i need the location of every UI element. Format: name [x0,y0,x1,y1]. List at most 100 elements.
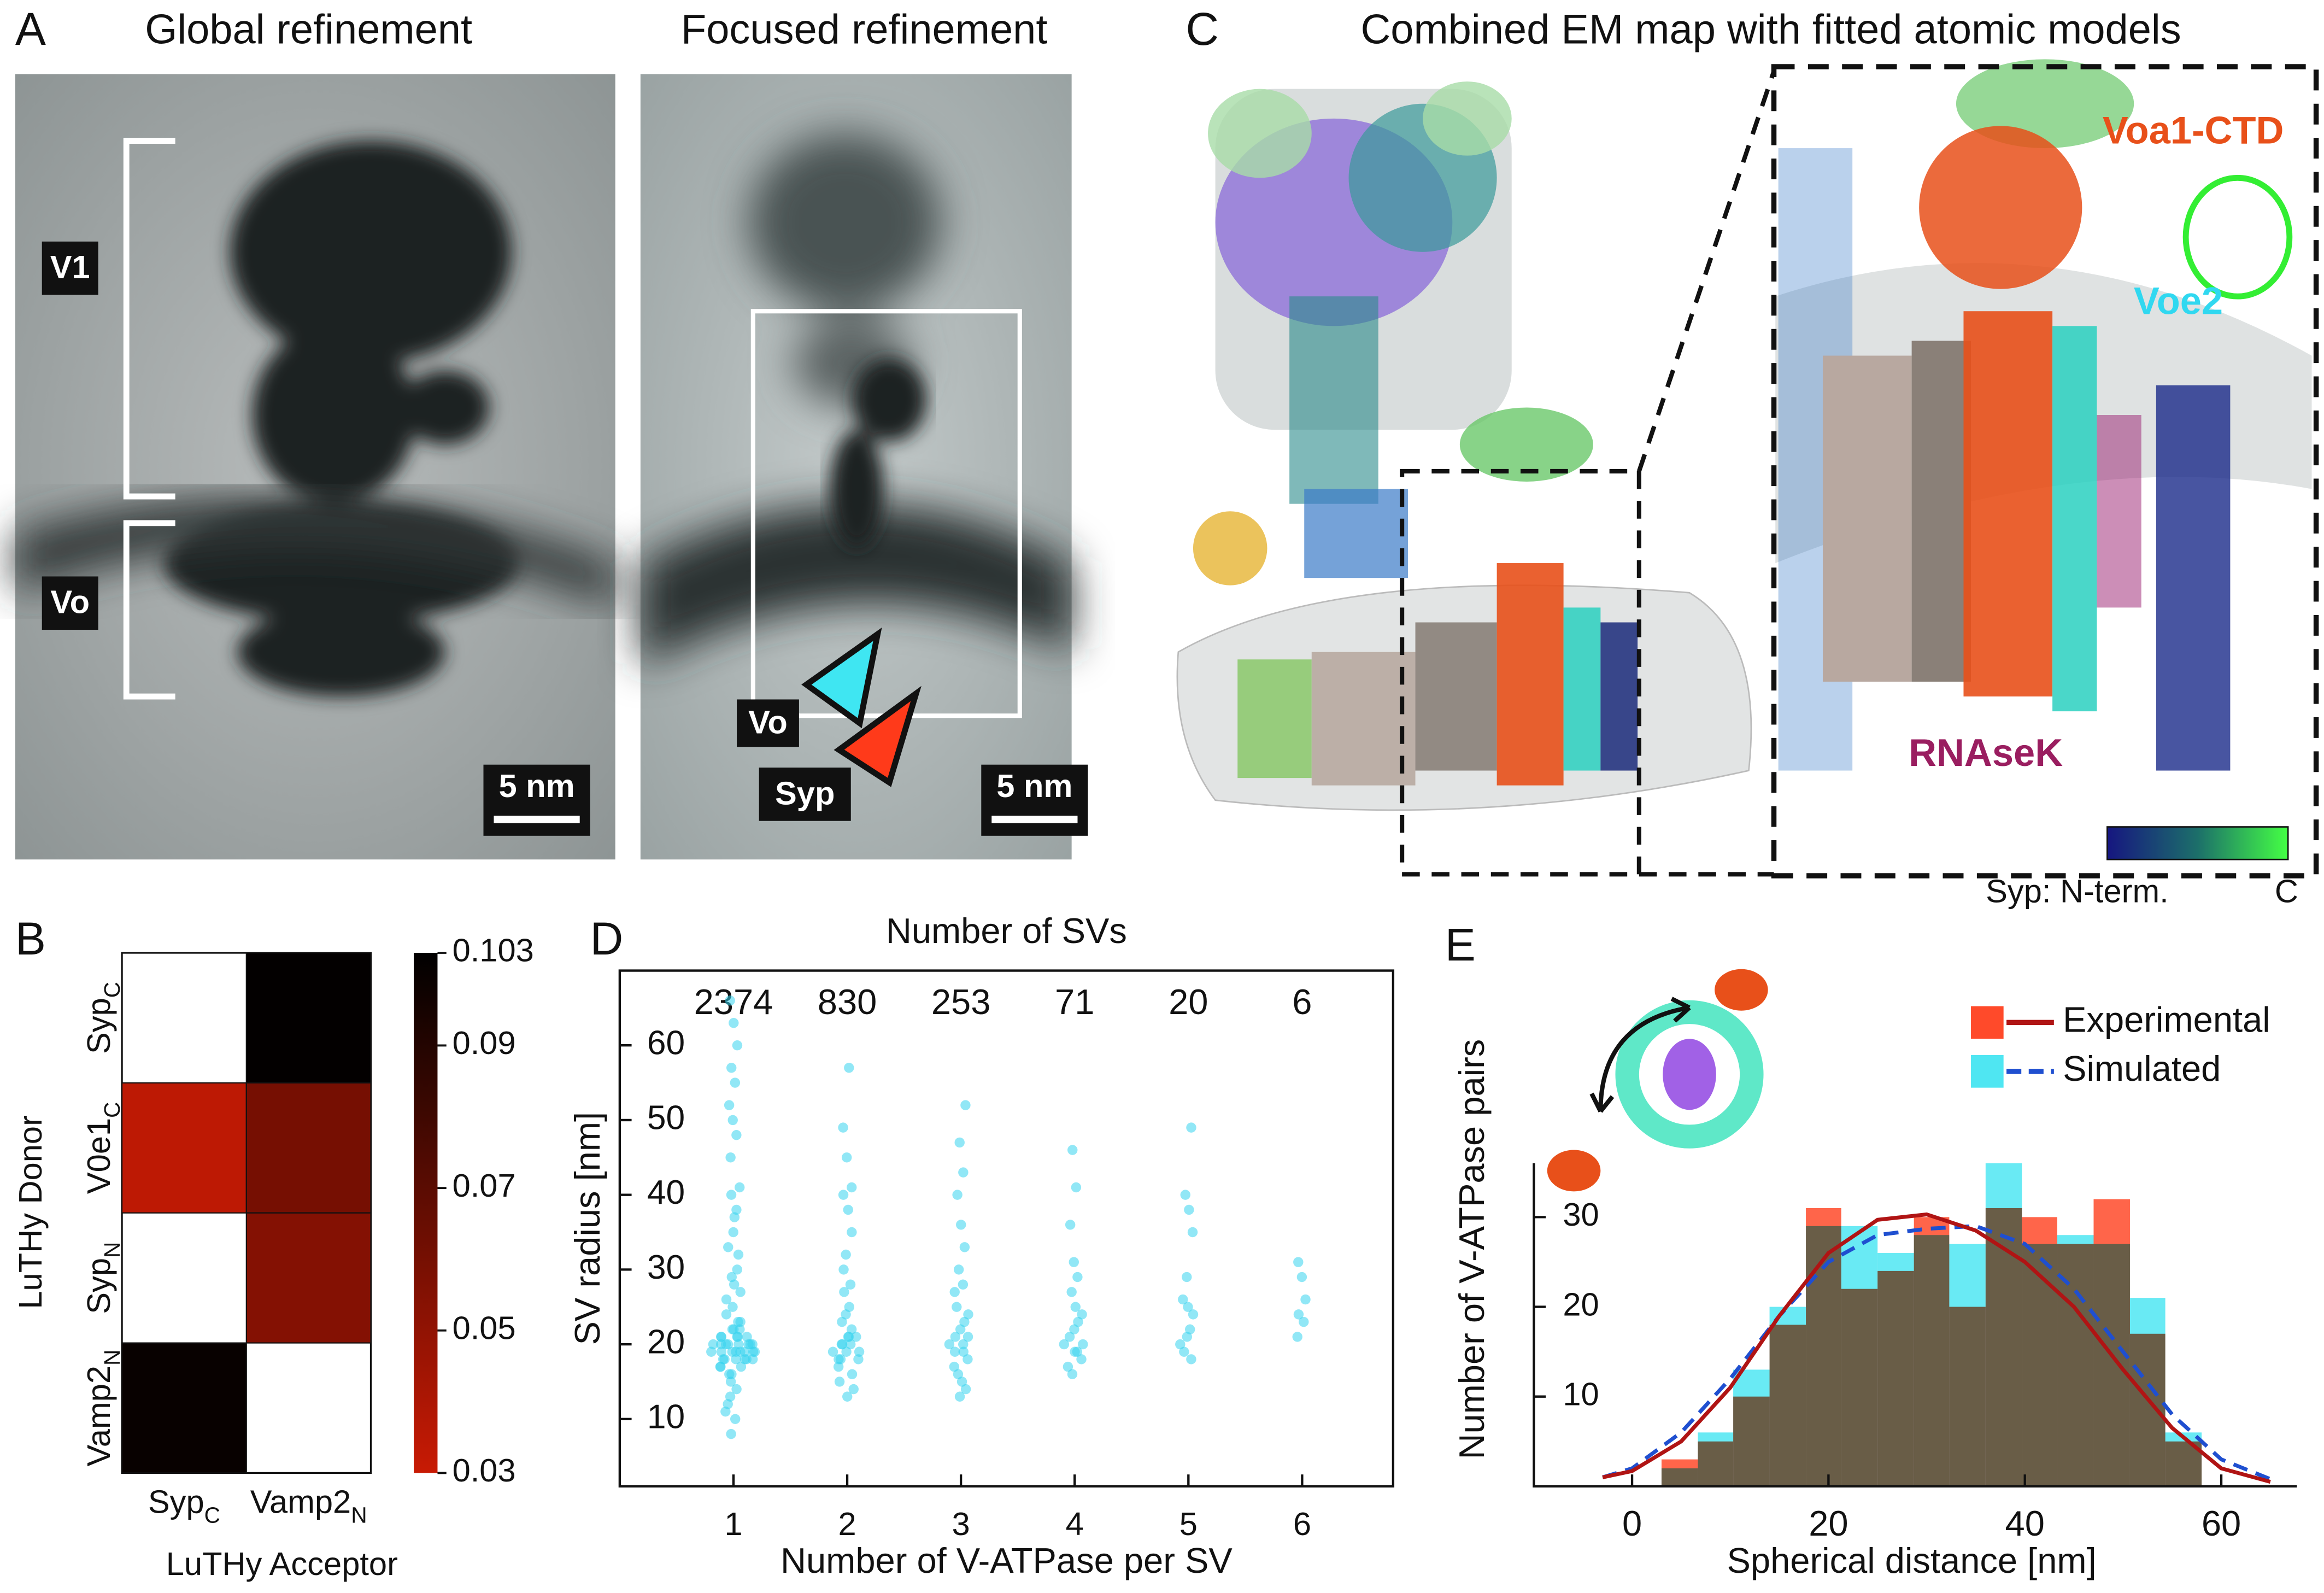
panel-letter: E [1445,919,1476,970]
data-point [828,1346,838,1357]
color-key [2106,826,2289,860]
data-point [956,1377,967,1387]
color-key-label: C [2275,872,2298,909]
data-point [1066,1287,1077,1297]
zoom-box [1400,468,1641,877]
row-label-sub: N [99,1350,125,1366]
y-axis-label: SV radius [nm] [567,1112,607,1345]
column-label-sub: N [351,1502,367,1527]
histogram-bar [1806,1208,1841,1486]
data-point [727,1302,738,1312]
region-label: Vo [50,584,90,620]
row-label: Vamp2N [80,1350,125,1467]
histogram-bar [2093,1199,2130,1486]
data-point [833,1361,844,1372]
colorbar-tick-label: 0.07 [453,1167,516,1204]
row-label-sub: N [99,1242,125,1258]
data-point [729,1017,739,1028]
data-point [963,1309,973,1320]
data-point [1067,1369,1078,1379]
data-point [721,1294,732,1305]
y-tick-label: 10 [647,1398,685,1436]
scale-box [483,764,590,836]
data-point [1293,1257,1304,1267]
y-tick-label: 60 [647,1024,685,1062]
data-point [1077,1309,1087,1320]
x-tick-label: 4 [1066,1506,1084,1542]
column-label-sub: C [204,1502,220,1527]
histogram-bar [1949,1307,1986,1486]
data-point [732,1264,742,1275]
data-point [721,1309,732,1320]
colorbar-tick-label: 0.05 [453,1310,516,1346]
data-point [727,1324,738,1334]
data-point [1073,1316,1083,1327]
data-point [1184,1204,1194,1215]
data-point [843,1332,854,1342]
label-box [737,699,799,747]
row-label: SypC [80,982,125,1054]
x-tick-label: 20 [1809,1503,1848,1543]
x-tick-label: 0 [1622,1503,1642,1543]
data-point [742,1332,752,1342]
zoom-line [1636,70,1776,877]
scale-label: 5 nm [996,768,1072,804]
data-point [853,1354,864,1364]
structure-model [1176,81,1752,811]
data-point [841,1346,852,1357]
data-point [958,1279,969,1290]
data-point [847,1227,857,1238]
data-point [1070,1302,1081,1312]
y-tick-label: 10 [1563,1375,1599,1412]
data-point [723,1339,733,1350]
colorbar-tick-label: 0.09 [453,1024,516,1061]
heatmap-cell [121,1082,247,1214]
row-label-main: Syp [80,1258,117,1314]
row-label-sub: C [99,1102,125,1117]
panel-c: C Combined EM map with fitted atomic mod… [1176,3,2319,909]
data-point [731,1354,741,1364]
data-point [723,1242,733,1252]
data-point [724,1369,735,1379]
marker-label: Vo [748,704,788,740]
data-point [1188,1309,1199,1320]
region-label: V1 [50,249,90,285]
fit-line [1602,1212,2271,1484]
data-point [851,1332,861,1342]
data-point [1180,1190,1190,1200]
row-label-sub: C [99,982,125,998]
data-point [1064,1332,1075,1342]
data-point [854,1346,865,1357]
panel-letter: B [15,913,46,964]
count-label: 71 [1055,982,1094,1022]
data-point [733,1249,744,1260]
data-point [731,1346,741,1357]
protein-label: Voa1-CTD [2103,109,2284,152]
data-point [1179,1346,1189,1357]
heatmap-cell [245,1082,372,1214]
data-point [843,1204,853,1215]
data-point [725,1377,736,1387]
inset-box [1771,64,2319,879]
data-point [842,1391,853,1402]
plot-frame [618,969,1395,1487]
data-point [732,1040,743,1051]
data-point [959,1242,970,1252]
data-point [952,1302,962,1312]
marker-vo [801,627,882,729]
data-point [734,1182,745,1193]
data-point [731,1130,742,1140]
data-point [1175,1339,1186,1350]
data-point [725,1152,736,1163]
data-point [726,1190,737,1200]
data-point [949,1287,960,1297]
data-point [958,1346,969,1357]
data-point [708,1339,719,1350]
y-axis-label: LuTHy Donor [12,1115,49,1309]
panel-a: A Global refinement Focused refinement V… [15,3,1088,860]
data-point [1072,1272,1083,1282]
axis-lines [1533,1163,2297,1487]
data-point [960,1100,971,1110]
column-label: Vamp2N [250,1483,367,1527]
